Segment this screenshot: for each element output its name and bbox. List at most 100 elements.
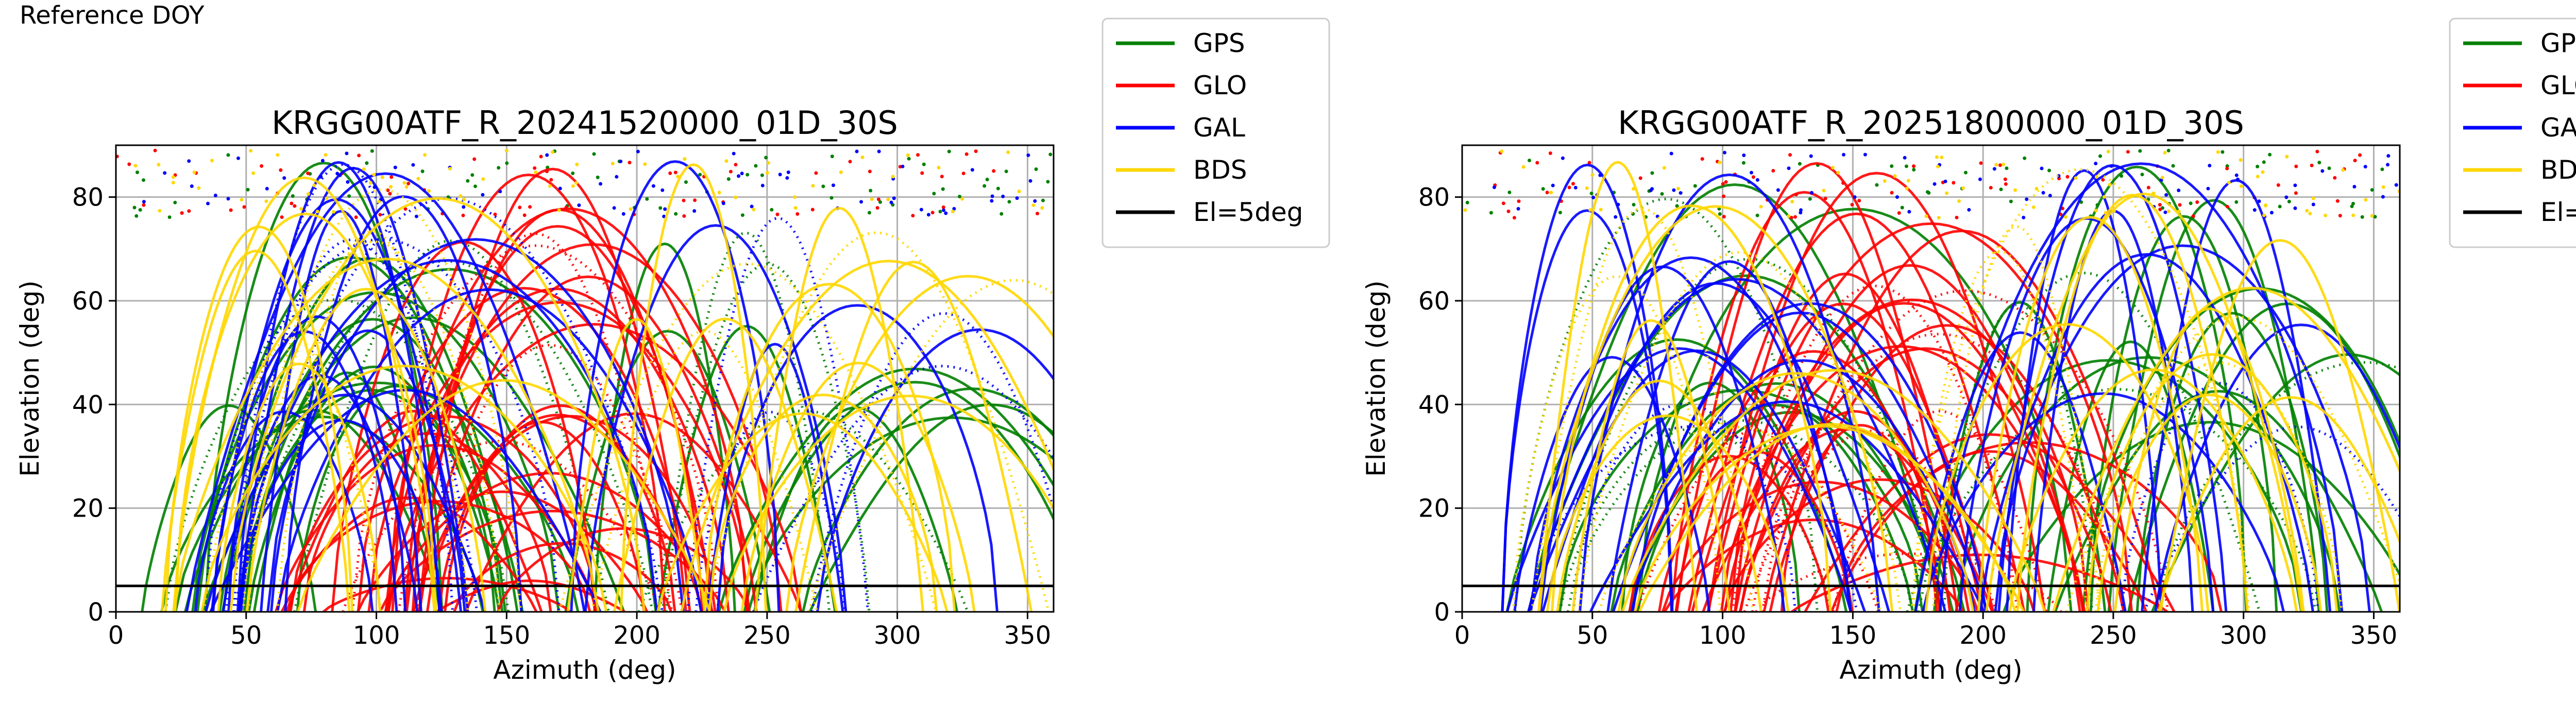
point-bds xyxy=(462,197,466,201)
point-bds xyxy=(427,189,431,193)
point-gps xyxy=(473,184,477,188)
point-glo xyxy=(2158,208,2162,212)
point-glo xyxy=(992,169,996,173)
legend-frame xyxy=(1101,18,1330,248)
point-bds xyxy=(1006,150,1010,155)
point-gps xyxy=(2009,199,2013,203)
point-gal xyxy=(1776,188,1780,192)
point-glo xyxy=(916,153,920,157)
point-bds xyxy=(1790,200,1794,203)
track-bds xyxy=(217,362,381,612)
track-gps xyxy=(802,387,1054,612)
point-gal xyxy=(1669,151,1673,156)
point-glo xyxy=(293,204,297,208)
track-glo xyxy=(403,243,783,612)
point-gps xyxy=(1808,197,1812,201)
point-gps xyxy=(1963,170,1968,175)
point-bds xyxy=(1500,149,1504,153)
track-glo xyxy=(1780,424,1941,612)
point-gal xyxy=(1853,195,1857,199)
point-bds xyxy=(2264,203,2268,207)
track-gal xyxy=(816,328,1054,612)
track-gps xyxy=(665,262,871,612)
point-bds xyxy=(192,170,196,175)
y-tick-label: 40 xyxy=(1418,390,1450,419)
point-gps xyxy=(1693,184,1697,188)
point-bds xyxy=(2094,175,2098,179)
point-gps xyxy=(868,211,871,215)
point-glo xyxy=(2146,185,2150,190)
track-glo xyxy=(285,409,543,612)
point-gps xyxy=(1741,161,1745,165)
point-glo xyxy=(2065,175,2070,179)
point-gal xyxy=(901,164,905,168)
point-gps xyxy=(1798,162,1802,166)
point-gps xyxy=(985,178,989,181)
track-bds xyxy=(723,395,1054,612)
point-gal xyxy=(663,207,667,211)
point-gal xyxy=(859,200,863,204)
point-gal xyxy=(1755,178,1759,182)
legend-label: BDS xyxy=(1193,155,1247,185)
point-gps xyxy=(2360,215,2364,219)
point-gps xyxy=(1007,200,1011,204)
point-bds xyxy=(1893,174,1897,178)
point-bds xyxy=(2166,209,2171,213)
point-bds xyxy=(2341,168,2345,172)
track-gal xyxy=(276,288,703,612)
point-bds xyxy=(766,161,770,165)
point-glo xyxy=(2353,159,2357,163)
point-gps xyxy=(1675,204,1679,208)
point-bds xyxy=(765,171,769,175)
point-bds xyxy=(389,185,393,189)
track-gal xyxy=(1527,278,1947,612)
point-gal xyxy=(1033,199,1037,203)
legend-label: GLO xyxy=(1193,71,1247,100)
point-bds xyxy=(1040,206,1044,210)
point-bds xyxy=(404,185,409,189)
point-glo xyxy=(1912,164,1916,168)
point-glo xyxy=(2310,163,2314,167)
point-glo xyxy=(388,192,392,196)
point-gal xyxy=(498,190,502,194)
track-gal xyxy=(236,161,441,612)
point-glo xyxy=(875,206,879,210)
point-glo xyxy=(461,213,465,217)
x-tick-label: 200 xyxy=(1959,621,2007,650)
point-gal xyxy=(1750,170,1753,175)
point-gps xyxy=(2287,199,2291,203)
legend-label: GPS xyxy=(1193,28,1245,58)
point-glo xyxy=(389,175,394,179)
point-glo xyxy=(682,198,686,202)
track-bds xyxy=(246,287,487,612)
point-glo xyxy=(1036,212,1039,216)
point-bds xyxy=(1662,166,1666,170)
point-bds xyxy=(380,175,384,179)
point-glo xyxy=(1545,191,1549,195)
point-gal xyxy=(2293,206,2297,210)
point-glo xyxy=(1771,169,1775,173)
point-gal xyxy=(785,176,789,180)
track-gal xyxy=(2005,169,2163,612)
point-gps xyxy=(2373,215,2377,219)
track-gps xyxy=(564,330,771,612)
track-glo xyxy=(1731,284,2019,612)
x-tick-label: 250 xyxy=(2090,621,2137,650)
y-axis-label: Elevation (deg) xyxy=(15,280,45,476)
point-gal xyxy=(1672,188,1676,192)
point-gps xyxy=(142,178,145,182)
point-bds xyxy=(315,210,319,214)
point-bds xyxy=(1883,179,1887,183)
point-gps xyxy=(132,205,137,210)
track-gal xyxy=(266,238,685,612)
point-gps xyxy=(821,184,825,188)
point-gal xyxy=(319,175,323,179)
point-gal xyxy=(1903,156,1907,160)
point-glo xyxy=(974,149,978,153)
point-gps xyxy=(571,172,575,175)
point-bds xyxy=(906,153,910,157)
point-gal xyxy=(2311,202,2315,207)
point-bds xyxy=(811,184,815,188)
point-gal xyxy=(786,170,790,174)
track-gal xyxy=(1528,425,1858,612)
